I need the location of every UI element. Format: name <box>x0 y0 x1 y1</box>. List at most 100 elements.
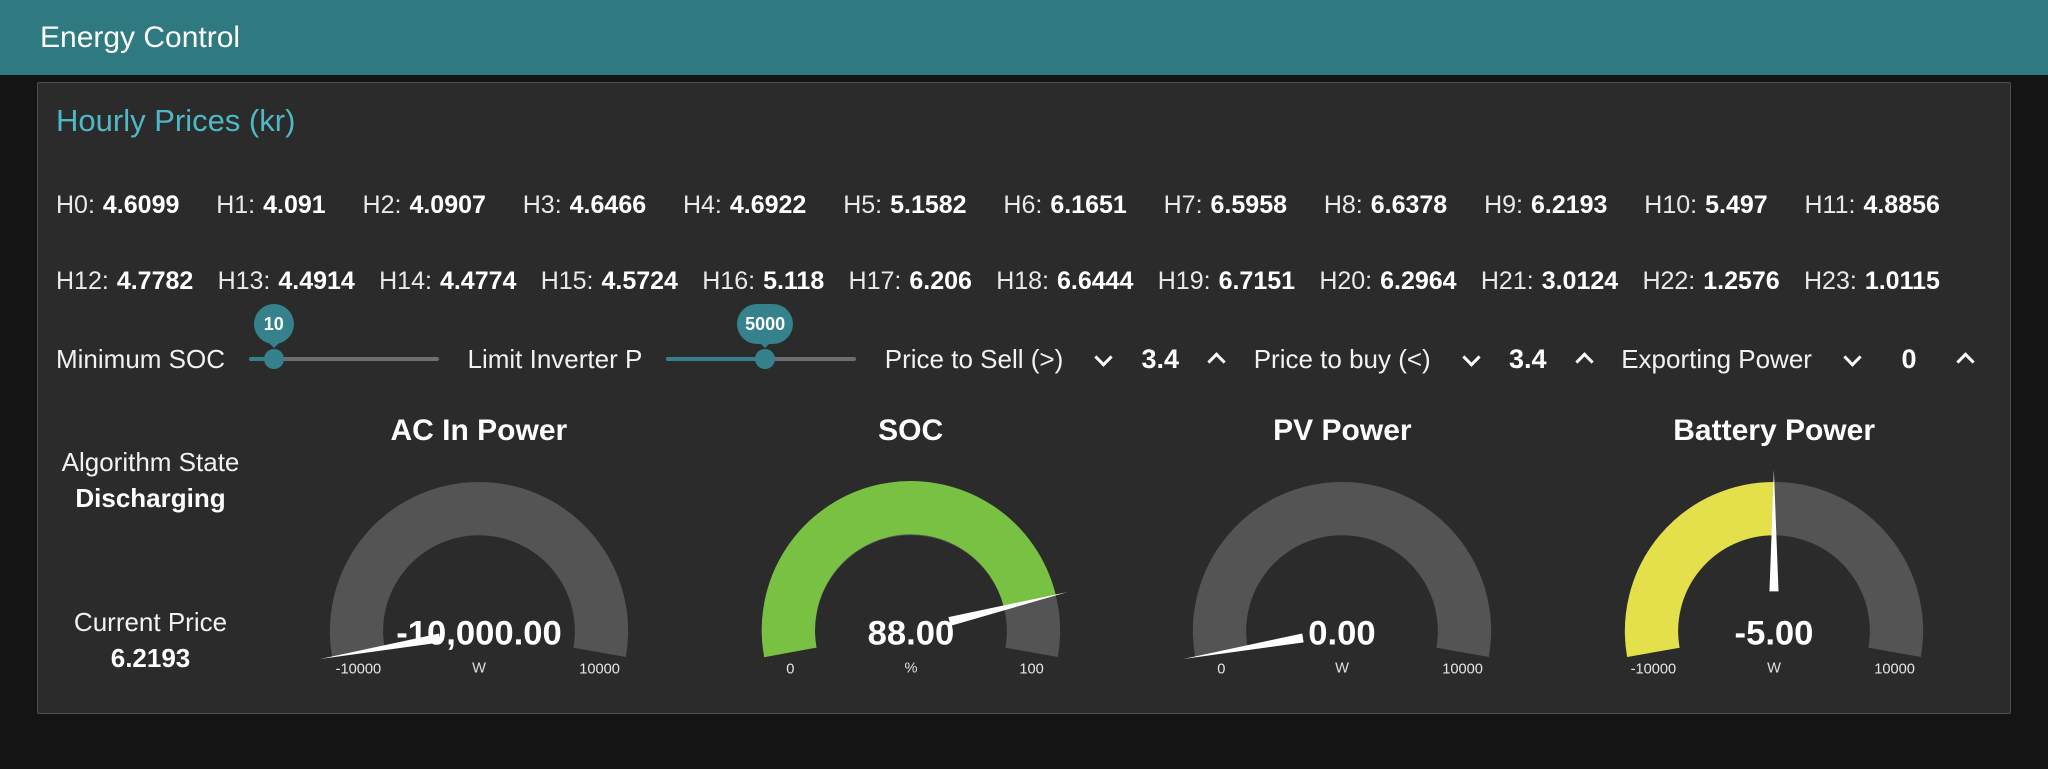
chevron-down-icon <box>1462 347 1481 367</box>
hourly-price: H1: 4.091 <box>216 191 325 220</box>
hourly-price: H3: 4.6466 <box>523 191 646 220</box>
prices-panel: Hourly Prices (kr) H0: 4.6099 H1: 4.091 H2: 4… <box>37 82 2011 714</box>
hourly-price-value: 4.6466 <box>569 191 647 219</box>
svg-text:10000: 10000 <box>579 662 620 678</box>
gauge-title: AC In Power <box>390 414 568 447</box>
hourly-price-label: H11: <box>1804 191 1856 219</box>
svg-text:-5.00: -5.00 <box>1735 614 1814 652</box>
hourly-price-label: H23: <box>1804 267 1857 295</box>
hourly-price-label: H21: <box>1480 267 1534 295</box>
app-title: Energy Control <box>40 20 241 54</box>
current-price-value: 6.2193 <box>110 642 191 673</box>
exporting-power-control: Exporting Power 0 <box>1621 340 1982 378</box>
svg-text:0.00: 0.00 <box>1309 614 1376 652</box>
hourly-price-value: 3.0124 <box>1541 267 1619 295</box>
hourly-price: H15: 4.5724 <box>541 267 678 296</box>
hourly-price: H22: 1.2576 <box>1642 267 1779 296</box>
stepper-value: 3.4 <box>1508 343 1547 374</box>
hourly-prices-row-1: H0: 4.6099 H1: 4.091 H2: 4.0907 H3: 4.6466 H4: 4.… <box>38 191 2010 220</box>
stepper-value: 3.4 <box>1141 343 1179 374</box>
gauge-pv-power: PV Power 0.00 W 0 10000 <box>1127 414 1559 687</box>
gauge-title: SOC <box>878 414 944 447</box>
chevron-up-icon <box>1207 352 1226 371</box>
hourly-price-value: 6.7151 <box>1218 267 1296 295</box>
hourly-price-label: H5: <box>843 191 883 219</box>
hourly-price-label: H9: <box>1484 191 1523 219</box>
current-price: Current Price 6.2193 <box>74 606 227 674</box>
hourly-price-value: 4.6922 <box>729 191 807 219</box>
hourly-price-label: H13: <box>217 267 271 295</box>
stepper-value: 0 <box>1901 343 1917 374</box>
hourly-price: H0: 4.6099 <box>56 191 179 220</box>
svg-text:0: 0 <box>786 662 794 678</box>
svg-text:W: W <box>1335 660 1349 676</box>
stepper-increase-button[interactable] <box>1949 340 1982 378</box>
hourly-price-value: 4.8856 <box>1863 191 1940 219</box>
stepper-decrease-button[interactable] <box>1455 345 1488 374</box>
chevron-up-icon <box>1575 352 1594 371</box>
slider-thumb[interactable] <box>755 349 776 369</box>
hourly-price-value: 4.4914 <box>278 267 355 295</box>
hourly-price-label: H20: <box>1319 267 1373 295</box>
stepper-increase-button[interactable] <box>1568 340 1601 378</box>
hourly-price-label: H19: <box>1157 267 1211 295</box>
limit-inverter-slider[interactable]: 5000 <box>666 304 857 369</box>
hourly-price: H17: 6.206 <box>849 267 972 296</box>
dashboard: Algorithm State Discharging Current Pric… <box>38 414 2010 687</box>
stepper-decrease-button[interactable] <box>1836 345 1869 374</box>
hourly-price-label: H22: <box>1642 267 1696 295</box>
status-column: Algorithm State Discharging Current Pric… <box>38 414 263 687</box>
hourly-price: H21: 3.0124 <box>1481 267 1618 296</box>
hourly-price-value: 5.1582 <box>890 191 967 219</box>
exporting-power-label: Exporting Power <box>1621 343 1812 374</box>
hourly-price: H23: 1.0115 <box>1804 267 1940 296</box>
price-to-sell-stepper: 3.4 <box>1087 340 1233 378</box>
svg-text:%: % <box>904 660 917 676</box>
hourly-price: H9: 6.2193 <box>1484 191 1607 220</box>
hourly-price-label: H4: <box>682 191 722 219</box>
hourly-price: H16: 5.118 <box>702 267 824 296</box>
hourly-price-value: 5.497 <box>1705 191 1768 219</box>
price-to-buy-control: Price to buy (<) 3.4 <box>1254 340 1601 378</box>
hourly-price: H6: 6.1651 <box>1003 191 1126 220</box>
minimum-soc-slider[interactable]: 10 <box>249 304 440 369</box>
svg-text:88.00: 88.00 <box>867 614 954 652</box>
hourly-price: H2: 4.0907 <box>363 191 486 220</box>
hourly-price-label: H8: <box>1323 191 1363 219</box>
hourly-price: H8: 6.6378 <box>1324 191 1447 220</box>
gauge-title: Battery Power <box>1673 414 1875 447</box>
chevron-down-icon <box>1094 347 1113 367</box>
hourly-prices-row-2: H12: 4.7782 H13: 4.4914 H14: 4.4774 H15: 4.5724… <box>38 267 2010 296</box>
algorithm-state: Algorithm State Discharging <box>62 446 240 514</box>
hourly-price-value: 6.2193 <box>1530 191 1608 219</box>
hourly-price: H18: 6.6444 <box>996 267 1133 296</box>
hourly-price: H12: 4.7782 <box>56 267 193 296</box>
panel-title: Hourly Prices (kr) <box>56 103 296 138</box>
hourly-price-label: H7: <box>1163 191 1203 219</box>
svg-text:W: W <box>1767 660 1781 676</box>
hourly-price-label: H1: <box>216 191 256 219</box>
hourly-price-label: H12: <box>56 267 109 295</box>
hourly-price-value: 4.0907 <box>409 191 486 219</box>
chevron-up-icon <box>1956 352 1975 371</box>
stepper-decrease-button[interactable] <box>1087 345 1120 374</box>
slider-bubble-value: 5000 <box>745 313 786 334</box>
minimum-soc-label: Minimum SOC <box>56 343 226 374</box>
header-bar: Energy Control <box>0 0 2048 75</box>
battery-power-gauge: -5.00 W -10000 10000 <box>1625 469 1924 678</box>
hourly-price-value: 6.206 <box>909 267 972 295</box>
slider-thumb[interactable] <box>263 349 284 369</box>
price-to-sell-label: Price to Sell (>) <box>884 343 1064 374</box>
price-to-sell-control: Price to Sell (>) 3.4 <box>885 340 1233 378</box>
slider-bubble: 10 <box>253 304 294 344</box>
hourly-price: H11: 4.8856 <box>1805 191 1940 220</box>
stepper-increase-button[interactable] <box>1200 340 1233 378</box>
controls-row: Minimum SOC 10 Limit Inverter P 5000 Pri… <box>38 304 2010 389</box>
svg-text:-10000: -10000 <box>335 662 381 678</box>
svg-text:10000: 10000 <box>1443 662 1484 678</box>
svg-text:0: 0 <box>1218 662 1226 678</box>
svg-text:W: W <box>472 660 486 676</box>
gauge-battery-power: Battery Power -5.00 W -10000 10000 <box>1558 414 1990 687</box>
svg-text:100: 100 <box>1019 662 1043 678</box>
hourly-price: H19: 6.7151 <box>1158 267 1295 296</box>
